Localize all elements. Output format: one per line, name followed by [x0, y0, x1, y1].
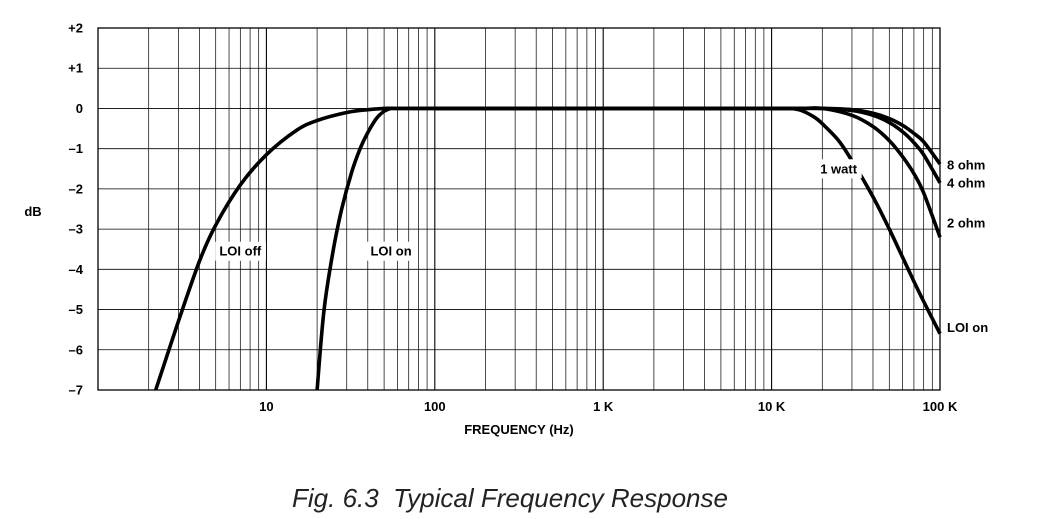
y-tick-label: –6	[69, 342, 83, 357]
x-tick-label: 100	[424, 399, 446, 414]
curve-annotation: 2 ohm	[947, 216, 985, 231]
y-tick-label: 0	[76, 101, 83, 116]
x-axis-label: FREQUENCY (Hz)	[464, 422, 574, 437]
curve-annotation: LOI off	[219, 244, 262, 259]
annotation-background	[366, 241, 416, 261]
curve-annotation: LOI on	[370, 244, 411, 259]
y-tick-label: –3	[69, 222, 83, 237]
figure-caption: Fig. 6.3 Typical Frequency Response	[292, 483, 728, 513]
plot-frame	[97, 27, 941, 391]
y-tick-label: +1	[68, 61, 83, 76]
annotation-background	[816, 159, 862, 179]
x-tick-label: 1 K	[593, 399, 614, 414]
curve-8-ohm	[434, 106, 942, 166]
response-curves	[153, 106, 942, 391]
curve-annotation: 1 watt	[820, 161, 858, 176]
y-tick-label: –5	[69, 302, 83, 317]
y-tick-label: –2	[69, 181, 83, 196]
annotation-background	[215, 241, 266, 261]
y-axis-label: dB	[24, 204, 41, 219]
curve-annotations: LOI off LOI on 1 watt 8 ohm 4 ohm 2 ohm LOI on	[215, 157, 988, 335]
y-tick-label: –4	[69, 262, 84, 277]
y-tick-label: –1	[69, 141, 83, 156]
curve-annotation: 4 ohm	[947, 175, 985, 190]
y-tick-labels: +2 +1 0 –1 –2 –3 –4 –5 –6 –7	[68, 21, 84, 398]
x-tick-label: 10 K	[758, 399, 786, 414]
y-tick-label: +2	[68, 21, 83, 36]
curve-loi-on	[315, 106, 435, 391]
x-tick-label: 100 K	[923, 399, 958, 414]
curve-2-ohm	[434, 106, 942, 238]
curve-1-watt-loi-on	[434, 106, 942, 335]
x-tick-label: 10	[259, 399, 273, 414]
curve-annotation: LOI on	[947, 320, 988, 335]
y-tick-label: –7	[69, 383, 83, 398]
x-tick-labels: 10 100 1 K 10 K 100 K	[259, 399, 958, 414]
curve-annotation: 8 ohm	[947, 157, 985, 172]
